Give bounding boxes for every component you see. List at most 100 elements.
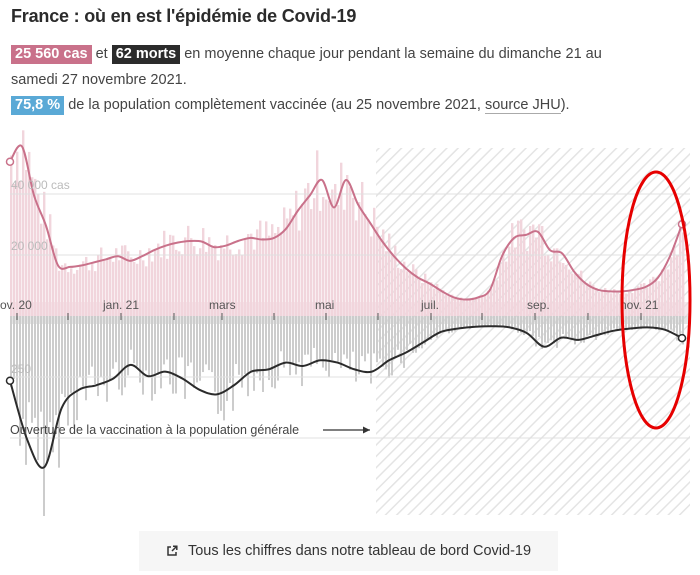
cases-bar xyxy=(562,263,565,316)
deaths-bar xyxy=(253,316,255,391)
deaths-bar xyxy=(418,316,420,349)
deaths-bar xyxy=(448,316,450,334)
deaths-bar xyxy=(145,316,147,371)
cases-bar xyxy=(667,269,670,316)
cases-bar xyxy=(649,279,652,316)
cases-bar xyxy=(82,261,85,316)
cases-bar xyxy=(322,197,325,316)
dashboard-link-text: Tous les chiffres dans notre tableau de … xyxy=(187,543,532,559)
deaths-bar xyxy=(268,316,270,381)
deaths-bar xyxy=(136,316,138,367)
deaths-bar xyxy=(211,316,213,373)
cases-bar xyxy=(553,248,556,316)
cases-bar xyxy=(265,221,268,316)
cases-bar xyxy=(196,254,199,316)
cases-bar xyxy=(121,245,124,316)
cases-bar xyxy=(115,248,118,316)
deaths-bar xyxy=(538,316,540,337)
deaths-bar xyxy=(568,316,570,337)
cases-bar xyxy=(232,255,235,316)
cases-bar xyxy=(169,234,172,316)
deaths-bar xyxy=(175,316,177,394)
cases-bar xyxy=(493,280,496,316)
cases-bar xyxy=(334,183,337,316)
deaths-bar xyxy=(190,316,192,363)
cases-bar xyxy=(379,239,382,316)
cases-bar xyxy=(106,258,109,316)
cases-bar xyxy=(511,223,514,316)
gridlines xyxy=(10,193,690,439)
deaths-bar xyxy=(97,316,99,397)
deaths-bar xyxy=(139,316,141,383)
deaths-bar xyxy=(163,316,165,365)
deaths-bar xyxy=(523,316,525,336)
deaths-bar xyxy=(334,316,336,354)
cases-bar xyxy=(436,283,439,316)
deaths-end-marker xyxy=(677,333,687,343)
cases-bar xyxy=(46,239,49,316)
cases-bar xyxy=(328,200,331,316)
cases-bar xyxy=(676,255,679,316)
cases-bar xyxy=(514,247,517,316)
cases-bar xyxy=(241,254,244,316)
deaths-bar xyxy=(43,316,45,516)
cases-bar xyxy=(640,283,643,316)
cases-bar xyxy=(550,261,553,316)
cases-bar xyxy=(418,279,421,316)
cases-bar xyxy=(160,257,163,316)
cases-bar xyxy=(556,248,559,316)
deaths-bar xyxy=(58,316,60,468)
cases-bar xyxy=(100,247,103,316)
cases-bar xyxy=(376,226,379,316)
cases-bar xyxy=(655,280,658,316)
x-tick-label: jan. 21 xyxy=(102,298,139,312)
cases-bar xyxy=(34,178,37,316)
deaths-bar xyxy=(565,316,567,337)
deaths-bar xyxy=(403,316,405,368)
cases-bar xyxy=(217,260,220,316)
deaths-bar xyxy=(331,316,333,361)
external-link-icon xyxy=(167,545,178,556)
cases-bar xyxy=(292,215,295,316)
deaths-bar xyxy=(76,316,78,421)
deaths-bar xyxy=(46,316,48,462)
cases-bar xyxy=(13,183,16,316)
cases-bar xyxy=(595,287,598,316)
deaths-bar xyxy=(586,316,588,336)
cases-bar xyxy=(535,237,538,316)
deaths-bar xyxy=(337,316,339,362)
deaths-bar xyxy=(73,316,75,428)
cases-bar xyxy=(157,243,160,316)
deaths-bar xyxy=(376,316,378,363)
cases-bar xyxy=(274,233,277,316)
deaths-bar xyxy=(682,316,684,345)
cases-bar xyxy=(10,155,13,316)
cases-bar xyxy=(109,257,112,316)
cases-bar xyxy=(547,255,550,316)
cases-bar xyxy=(268,235,271,316)
deaths-bar xyxy=(424,316,426,345)
deaths-bar xyxy=(40,316,42,412)
cases-bar xyxy=(664,268,667,316)
source-link[interactable]: source JHU xyxy=(484,97,561,114)
cases-bar xyxy=(148,248,151,316)
deaths-bar xyxy=(157,316,159,375)
cases-bar xyxy=(40,223,43,316)
deaths-bar xyxy=(79,316,81,378)
deaths-bar xyxy=(82,316,84,387)
deaths-bar xyxy=(202,316,204,373)
deaths-bar xyxy=(247,316,249,397)
deaths-bar xyxy=(271,316,273,388)
deaths-bar xyxy=(295,316,297,375)
deaths-axis-label-250: 250 xyxy=(11,362,31,376)
cases-bar xyxy=(400,269,403,316)
cases-bar xyxy=(97,255,100,316)
cases-bar xyxy=(223,248,226,316)
deaths-start-marker xyxy=(5,376,15,385)
cases-bar xyxy=(64,263,67,316)
dashboard-link[interactable]: Tous les chiffres dans notre tableau de … xyxy=(139,531,558,571)
cases-bars xyxy=(10,130,685,316)
deaths-bar xyxy=(574,316,576,345)
deaths-bar xyxy=(292,316,294,364)
cases-bar xyxy=(637,286,640,316)
